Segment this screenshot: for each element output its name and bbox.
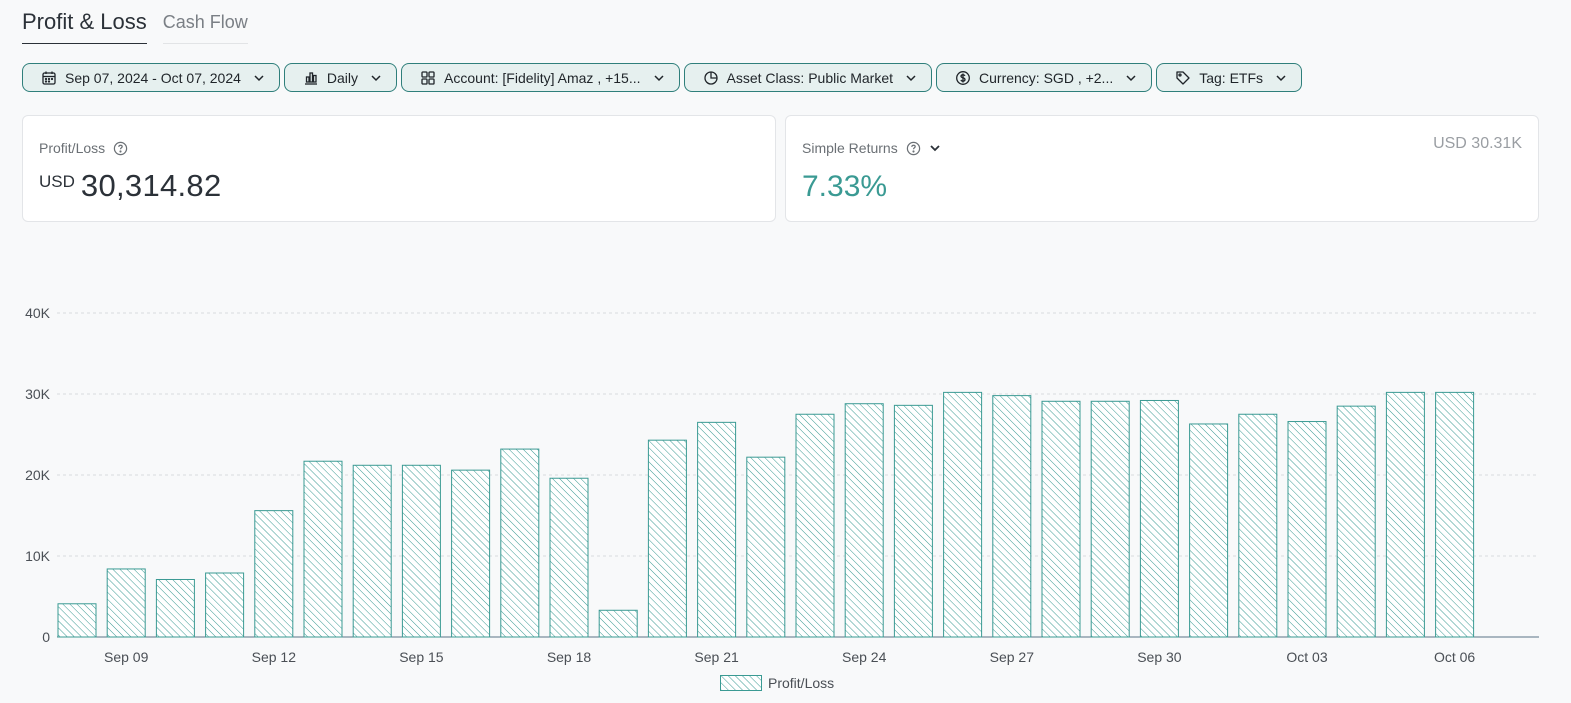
date-range-label: Sep 07, 2024 - Oct 07, 2024 <box>65 69 241 86</box>
bar-sep-22[interactable] <box>746 456 786 638</box>
bar-sep-26[interactable] <box>943 391 983 638</box>
bar-sep-16[interactable] <box>451 469 491 638</box>
x-tick-label: Sep 12 <box>252 649 297 665</box>
asset-class-filter[interactable]: Asset Class: Public Market <box>683 63 933 92</box>
profit-loss-value: USD 30,314.82 <box>39 168 222 204</box>
bar-sep-17[interactable] <box>500 448 540 638</box>
profit-loss-bar-chart: 0 10K 20K 30K 40K Sep 09 Sep 12 Sep 15 Sep 18 Se… <box>25 305 1539 665</box>
calendar-icon <box>42 71 56 85</box>
bar-sep-11[interactable] <box>205 572 245 638</box>
chevron-down-icon <box>653 74 664 81</box>
bar-sep-27[interactable] <box>992 395 1032 638</box>
bar-sep-15[interactable] <box>401 464 441 638</box>
page-tabs: Profit & Loss Cash Flow <box>22 0 264 44</box>
x-tick-label: Sep 21 <box>694 649 739 665</box>
y-tick-label: 0 <box>42 629 50 645</box>
bar-sep-18[interactable] <box>549 477 589 638</box>
bar-oct-06[interactable] <box>1435 391 1475 638</box>
bar-sep-24[interactable] <box>844 403 884 638</box>
bar-sep-19[interactable] <box>598 609 638 638</box>
bar-sep-29[interactable] <box>1090 400 1130 638</box>
chevron-down-icon <box>1126 74 1136 81</box>
bar-sep-25[interactable] <box>893 404 933 638</box>
x-tick-label: Sep 27 <box>990 649 1035 665</box>
y-tick-label: 40K <box>25 305 51 321</box>
simple-returns-title-text: Simple Returns <box>802 140 898 156</box>
y-tick-label: 30K <box>25 386 51 402</box>
profit-loss-title-text: Profit/Loss <box>39 140 106 156</box>
pie-chart-icon <box>703 70 718 85</box>
bar-oct-04[interactable] <box>1336 405 1376 638</box>
x-tick-label: Oct 03 <box>1286 649 1327 665</box>
bar-oct-03[interactable] <box>1287 421 1327 638</box>
x-tick-label: Sep 24 <box>842 649 887 665</box>
tag-filter[interactable]: Tag: ETFs <box>1156 63 1303 92</box>
x-tick-label: Sep 15 <box>399 649 444 665</box>
y-tick-label: 20K <box>25 467 51 483</box>
bar-sep-28[interactable] <box>1041 400 1081 638</box>
account-label: Account: [Fidelity] Amaz , +15... <box>444 69 641 86</box>
chevron-down-icon <box>906 74 916 81</box>
currency-label: Currency: SGD , +2... <box>979 69 1114 86</box>
currency-filter[interactable]: Currency: SGD , +2... <box>936 63 1153 92</box>
chevron-down-icon <box>1276 74 1286 81</box>
bar-oct-02[interactable] <box>1238 413 1278 638</box>
tag-label: Tag: ETFs <box>1199 69 1264 86</box>
bar-sep-13[interactable] <box>303 460 343 638</box>
simple-returns-amount: USD 30.31K <box>1433 135 1522 152</box>
bar-sep-09[interactable] <box>106 568 146 638</box>
bar-sep-23[interactable] <box>795 413 835 638</box>
help-icon[interactable] <box>906 141 921 156</box>
simple-returns-title[interactable]: Simple Returns <box>802 140 941 156</box>
account-filter[interactable]: Account: [Fidelity] Amaz , +15... <box>401 63 680 92</box>
bar-chart-icon <box>304 71 317 85</box>
bar-oct-01[interactable] <box>1189 423 1229 638</box>
legend-swatch <box>720 675 762 691</box>
grid-icon <box>421 70 435 85</box>
bar-sep-20[interactable] <box>647 439 687 638</box>
simple-returns-card: Simple Returns 7.33% USD 30.31K <box>785 115 1539 222</box>
bar-sep-12[interactable] <box>254 510 294 638</box>
asset-class-label: Asset Class: Public Market <box>726 69 894 86</box>
x-tick-label: Oct 06 <box>1434 649 1475 665</box>
simple-returns-value: 7.33% <box>802 170 888 203</box>
date-range-filter[interactable]: Sep 07, 2024 - Oct 07, 2024 <box>22 63 280 92</box>
x-tick-label: Sep 18 <box>547 649 592 665</box>
bar-sep-14[interactable] <box>352 464 392 638</box>
bar-sep-10[interactable] <box>155 578 195 638</box>
x-tick-label: Sep 09 <box>104 649 149 665</box>
chart-legend: Profit/Loss <box>720 675 834 691</box>
x-tick-label: Sep 30 <box>1137 649 1182 665</box>
interval-filter[interactable]: Daily <box>283 63 398 92</box>
bar-sep-08[interactable] <box>57 603 97 638</box>
currency-icon <box>956 70 970 85</box>
chevron-down-icon <box>371 74 381 81</box>
tag-icon <box>1176 70 1190 85</box>
bar-oct-05[interactable] <box>1385 391 1425 638</box>
filter-bar: Sep 07, 2024 - Oct 07, 2024 Daily Accoun… <box>22 63 1303 92</box>
bar-sep-30[interactable] <box>1139 399 1179 638</box>
chevron-down-icon <box>254 74 264 81</box>
bar-sep-21[interactable] <box>697 421 737 638</box>
legend-label: Profit/Loss <box>768 675 835 691</box>
profit-loss-card: Profit/Loss USD 30,314.82 <box>22 115 776 222</box>
profit-loss-currency: USD <box>39 172 75 191</box>
profit-loss-amount: 30,314.82 <box>80 168 222 203</box>
help-icon[interactable] <box>113 141 128 156</box>
profit-loss-title: Profit/Loss <box>39 140 128 156</box>
chevron-down-icon[interactable] <box>929 142 941 154</box>
tab-profit-loss[interactable]: Profit & Loss <box>22 9 147 44</box>
tab-cash-flow[interactable]: Cash Flow <box>162 12 248 44</box>
interval-label: Daily <box>326 69 359 86</box>
y-tick-label: 10K <box>25 548 51 564</box>
